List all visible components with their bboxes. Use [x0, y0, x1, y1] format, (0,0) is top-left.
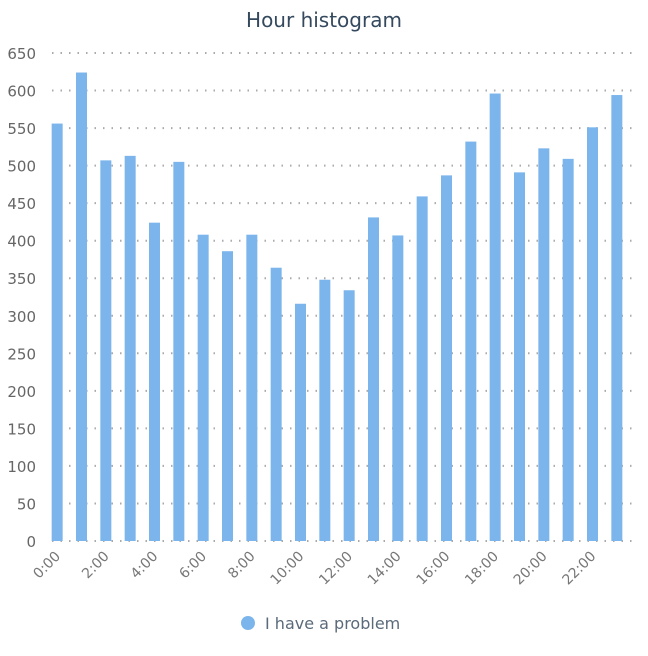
bar-16:00[interactable]	[441, 175, 452, 542]
bar-19:00[interactable]	[514, 172, 525, 541]
bar-13:00[interactable]	[368, 217, 379, 541]
y-tick-label: 250	[7, 345, 36, 363]
y-tick-label: 150	[7, 420, 36, 438]
x-tick-label: 0:00	[30, 549, 64, 583]
y-tick-label: 600	[7, 83, 36, 101]
x-tick-label: 6:00	[176, 549, 210, 583]
bar-6:00[interactable]	[197, 234, 209, 541]
bar-2:00[interactable]	[100, 160, 112, 542]
bar-4:00[interactable]	[149, 222, 160, 542]
bar-5:00[interactable]	[173, 161, 185, 541]
x-tick-label: 4:00	[128, 549, 162, 583]
bar-18:00[interactable]	[489, 93, 501, 542]
x-tick-label: 8:00	[225, 549, 259, 583]
bar-15:00[interactable]	[416, 196, 428, 542]
y-tick-label: 500	[7, 158, 36, 176]
bar-8:00[interactable]	[246, 234, 258, 541]
legend-label: I have a problem	[265, 614, 400, 633]
x-tick-label: 22:00	[559, 549, 599, 589]
x-tick-label: 16:00	[413, 549, 453, 589]
y-tick-label: 300	[7, 308, 36, 326]
legend-item[interactable]: I have a problem	[241, 614, 400, 633]
y-tick-label: 550	[7, 120, 36, 138]
bar-11:00[interactable]	[319, 279, 331, 541]
x-tick-label: 18:00	[462, 549, 502, 589]
x-tick-label: 10:00	[267, 549, 307, 589]
legend-marker	[241, 616, 255, 630]
y-tick-label: 400	[7, 233, 36, 251]
y-tick-label: 50	[17, 495, 36, 513]
y-tick-label: 450	[7, 195, 36, 213]
x-tick-label: 20:00	[511, 549, 551, 589]
bar-0:00[interactable]	[51, 123, 63, 541]
bar-12:00[interactable]	[343, 290, 355, 541]
bar-14:00[interactable]	[392, 235, 404, 541]
bar-3:00[interactable]	[124, 155, 136, 541]
bar-22:00[interactable]	[587, 127, 598, 541]
bar-1:00[interactable]	[76, 72, 87, 542]
x-tick-label: 12:00	[316, 549, 356, 589]
bar-20:00[interactable]	[538, 148, 550, 541]
bar-21:00[interactable]	[562, 158, 574, 541]
bar-10:00[interactable]	[295, 303, 306, 541]
y-tick-label: 350	[7, 270, 36, 288]
bar-7:00[interactable]	[222, 251, 233, 542]
bar-17:00[interactable]	[465, 141, 477, 542]
x-tick-label: 2:00	[79, 549, 113, 583]
y-tick-label: 650	[7, 45, 36, 63]
x-tick-label: 14:00	[365, 549, 405, 589]
y-tick-label: 200	[7, 383, 36, 401]
y-tick-label: 0	[26, 533, 36, 551]
bar-23:00[interactable]	[611, 95, 623, 541]
bar-9:00[interactable]	[270, 267, 282, 541]
y-tick-label: 100	[7, 458, 36, 476]
chart-title: Hour histogram	[246, 8, 402, 32]
